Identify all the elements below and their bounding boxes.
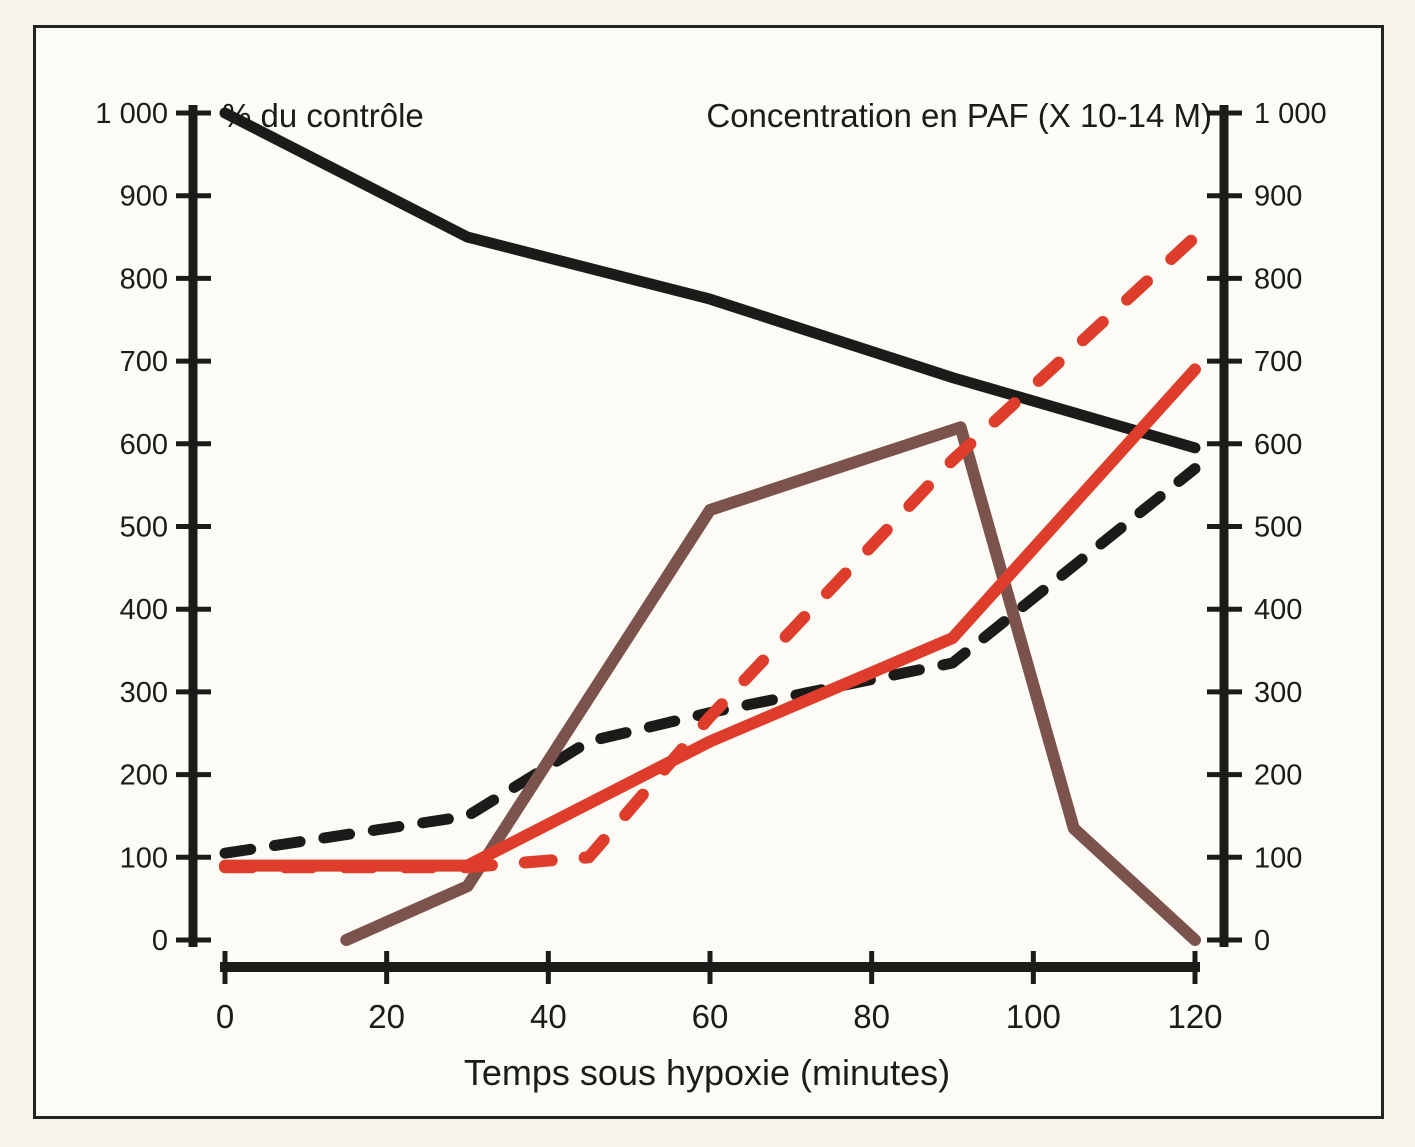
x-axis-tick-label: 20 bbox=[368, 998, 405, 1035]
right-axis-tick-label: 1 000 bbox=[1254, 98, 1327, 130]
figure-frame bbox=[33, 25, 1384, 1119]
right-axis-title: Concentration en PAF (X 10-14 M) bbox=[706, 97, 1212, 134]
left-axis-tick-label: 100 bbox=[120, 842, 168, 874]
left-axis-tick-label: 200 bbox=[120, 760, 168, 792]
left-axis-tick-label: 0 bbox=[152, 925, 168, 957]
right-axis-tick-label: 600 bbox=[1254, 429, 1302, 461]
x-axis-tick-label: 0 bbox=[216, 998, 234, 1035]
x-axis-tick-label: 60 bbox=[692, 998, 729, 1035]
right-axis-tick-label: 400 bbox=[1254, 594, 1302, 626]
x-axis-title: Temps sous hypoxie (minutes) bbox=[464, 1052, 950, 1093]
right-axis-tick-label: 200 bbox=[1254, 760, 1302, 792]
left-axis-tick-label: 500 bbox=[120, 512, 168, 544]
right-axis-tick-label: 0 bbox=[1254, 925, 1270, 957]
x-axis-tick-label: 40 bbox=[530, 998, 567, 1035]
axes bbox=[176, 105, 1242, 984]
left-axis-tick-label: 900 bbox=[120, 181, 168, 213]
series-black-solid bbox=[219, 107, 1201, 454]
x-axis-tick-label: 100 bbox=[1006, 998, 1061, 1035]
left-axis-tick-label: 1 000 bbox=[95, 98, 168, 130]
x-axis-tick-label: 120 bbox=[1167, 998, 1222, 1035]
right-axis-tick-label: 100 bbox=[1254, 842, 1302, 874]
left-axis-tick-label: 600 bbox=[120, 429, 168, 461]
left-axis-tick-label: 400 bbox=[120, 594, 168, 626]
left-axis-tick-label: 700 bbox=[120, 346, 168, 378]
left-axis-title: % du contrôle bbox=[222, 97, 424, 134]
left-axis-tick-label: 300 bbox=[120, 677, 168, 709]
series-red-solid bbox=[219, 363, 1201, 872]
chart-series bbox=[219, 107, 1201, 946]
right-axis-tick-label: 900 bbox=[1254, 181, 1302, 213]
right-axis-tick-label: 800 bbox=[1254, 263, 1302, 295]
left-axis-tick-label: 800 bbox=[120, 263, 168, 295]
series-red-dashed bbox=[219, 231, 1201, 874]
series-brown-solid bbox=[340, 421, 1201, 946]
right-axis-tick-label: 300 bbox=[1254, 677, 1302, 709]
series-black-dashed bbox=[219, 463, 1201, 859]
right-axis-tick-label: 700 bbox=[1254, 346, 1302, 378]
right-axis-tick-label: 500 bbox=[1254, 512, 1302, 544]
x-axis-tick-label: 80 bbox=[853, 998, 890, 1035]
